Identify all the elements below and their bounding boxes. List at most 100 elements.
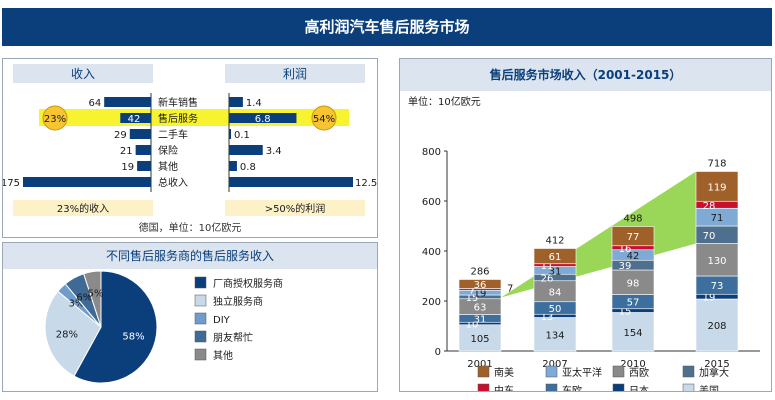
profit-header: 利润 — [283, 67, 307, 81]
unit-label: 单位：10亿欧元 — [408, 95, 481, 108]
stack-header: 售后服务市场收入（2001-2015） — [400, 59, 771, 91]
profit-bar — [229, 161, 237, 171]
stack-value: 98 — [627, 278, 640, 289]
bar-total: 498 — [623, 214, 642, 225]
stack-legend-swatch — [477, 383, 490, 391]
y-tick-label: 0 — [435, 347, 441, 358]
row-label: 保险 — [158, 144, 178, 157]
stack-value: 19 — [703, 293, 716, 304]
stack-value: 19 — [474, 289, 487, 300]
stack-value: 50 — [549, 304, 562, 315]
stack-legend-swatch — [682, 383, 695, 391]
pie-legend-label: 厂商授权服务商 — [213, 277, 283, 290]
pie-slice-label: 6% — [76, 293, 92, 304]
stack-value: 16 — [619, 244, 632, 255]
growth-band — [501, 171, 696, 298]
row-label: 其他 — [158, 160, 178, 173]
pie-legend-label: DIY — [213, 315, 231, 326]
stack-legend-label: 东欧 — [562, 384, 582, 391]
revenue-value: 42 — [128, 114, 141, 125]
stack-legend-swatch — [682, 365, 695, 378]
profit-value: 1.4 — [246, 98, 262, 109]
profit-bar — [229, 97, 243, 107]
pie-legend-label: 朋友帮忙 — [213, 331, 253, 344]
revenue-bar — [137, 161, 151, 171]
stack-legend-label: 加拿大 — [699, 366, 729, 379]
pie-header: 不同售后服务商的售后服务收入 — [3, 243, 377, 269]
revenue-header-box — [13, 64, 153, 83]
x-tick-label: 2010 — [620, 359, 645, 370]
pie-slice-label: 5% — [88, 289, 104, 300]
stack-segment — [533, 248, 577, 265]
stack-legend-swatch — [612, 365, 625, 378]
profit-bar — [229, 177, 353, 187]
revenue-bar — [23, 177, 151, 187]
stack-legend-label: 亚太平洋 — [562, 366, 602, 379]
row-label: 新车销售 — [158, 96, 198, 109]
profit-value: 12.5 — [355, 178, 377, 189]
stack-segment — [695, 298, 739, 352]
pie-slice — [73, 270, 158, 384]
stack-value: 77 — [627, 232, 640, 243]
stack-value: 11 — [541, 261, 554, 272]
stack-legend-swatch — [545, 365, 558, 378]
revenue-value: 64 — [88, 98, 101, 109]
stack-value: 31 — [474, 314, 487, 325]
stack-value: 31 — [549, 266, 562, 277]
stack-value: 119 — [707, 182, 726, 193]
stack-legend-label: 日本 — [629, 384, 649, 391]
stack-value: 73 — [711, 281, 724, 292]
stack-value: 36 — [474, 280, 487, 291]
stack-value: 71 — [711, 213, 724, 224]
pie-slice-label: 28% — [56, 330, 78, 341]
stack-legend-label: 南美 — [494, 366, 514, 379]
pie-legend-swatch — [194, 294, 207, 307]
row-label: 售后服务 — [158, 112, 198, 125]
stack-value: 15 — [619, 307, 632, 318]
profit-footer-box — [225, 200, 365, 216]
revenue-bar — [104, 97, 151, 107]
pie-legend-swatch — [194, 330, 207, 343]
stack-segment — [533, 317, 577, 352]
stack-value: 26 — [541, 274, 554, 285]
stack-value: 42 — [627, 251, 640, 262]
y-tick-label: 600 — [422, 197, 441, 208]
stack-value: 61 — [549, 252, 562, 263]
revenue-share-badge — [42, 105, 68, 131]
profit-value: 0.8 — [240, 162, 256, 173]
stack-value: 63 — [474, 303, 487, 314]
stack-segment — [458, 324, 502, 352]
stack-segment — [611, 312, 655, 352]
revenue-header: 收入 — [71, 67, 95, 81]
x-tick-label: 2001 — [467, 359, 492, 370]
x-tick-label: 2015 — [704, 359, 729, 370]
pie-slice — [83, 270, 102, 328]
revenue-value: 29 — [114, 130, 127, 141]
stack-value: 130 — [707, 256, 726, 267]
stack-value: 28 — [703, 201, 716, 212]
pie-legend-swatch — [194, 312, 207, 325]
stack-legend-swatch — [612, 383, 625, 391]
profit-value: 0.1 — [234, 130, 250, 141]
revenue-footer: 23%的收入 — [57, 202, 109, 215]
profit-bar — [229, 113, 297, 123]
market-revenue-panel: 售后服务市场收入（2001-2015） 单位：10亿欧元 0 200 400 600 80… — [399, 58, 772, 392]
stack-value: 70 — [703, 231, 716, 242]
pie-slice — [44, 290, 102, 377]
pie-slice-label: 58% — [122, 331, 144, 342]
stack-value: 154 — [623, 328, 642, 339]
y-tick-label: 800 — [422, 147, 441, 158]
profit-footer: >50%的利润 — [265, 202, 326, 215]
revenue-footer-box — [13, 200, 153, 216]
provider-pie-panel: 不同售后服务商的售后服务收入 58% 28% 3% 6% 5% 厂商授权服务商 独立服务商 D… — [2, 242, 378, 392]
stack-legend-swatch — [545, 383, 558, 391]
row-label: 二手车 — [158, 128, 188, 141]
stack-segment — [458, 279, 502, 289]
profit-value: 3.4 — [266, 146, 282, 157]
bar-total: 412 — [545, 236, 564, 247]
profit-value: 6.8 — [255, 114, 271, 125]
profit-share-label: 54% — [313, 114, 335, 125]
stack-legend-label: 西欧 — [629, 367, 649, 379]
revenue-bar — [135, 145, 151, 155]
pie-legend-label: 其他 — [213, 349, 233, 362]
